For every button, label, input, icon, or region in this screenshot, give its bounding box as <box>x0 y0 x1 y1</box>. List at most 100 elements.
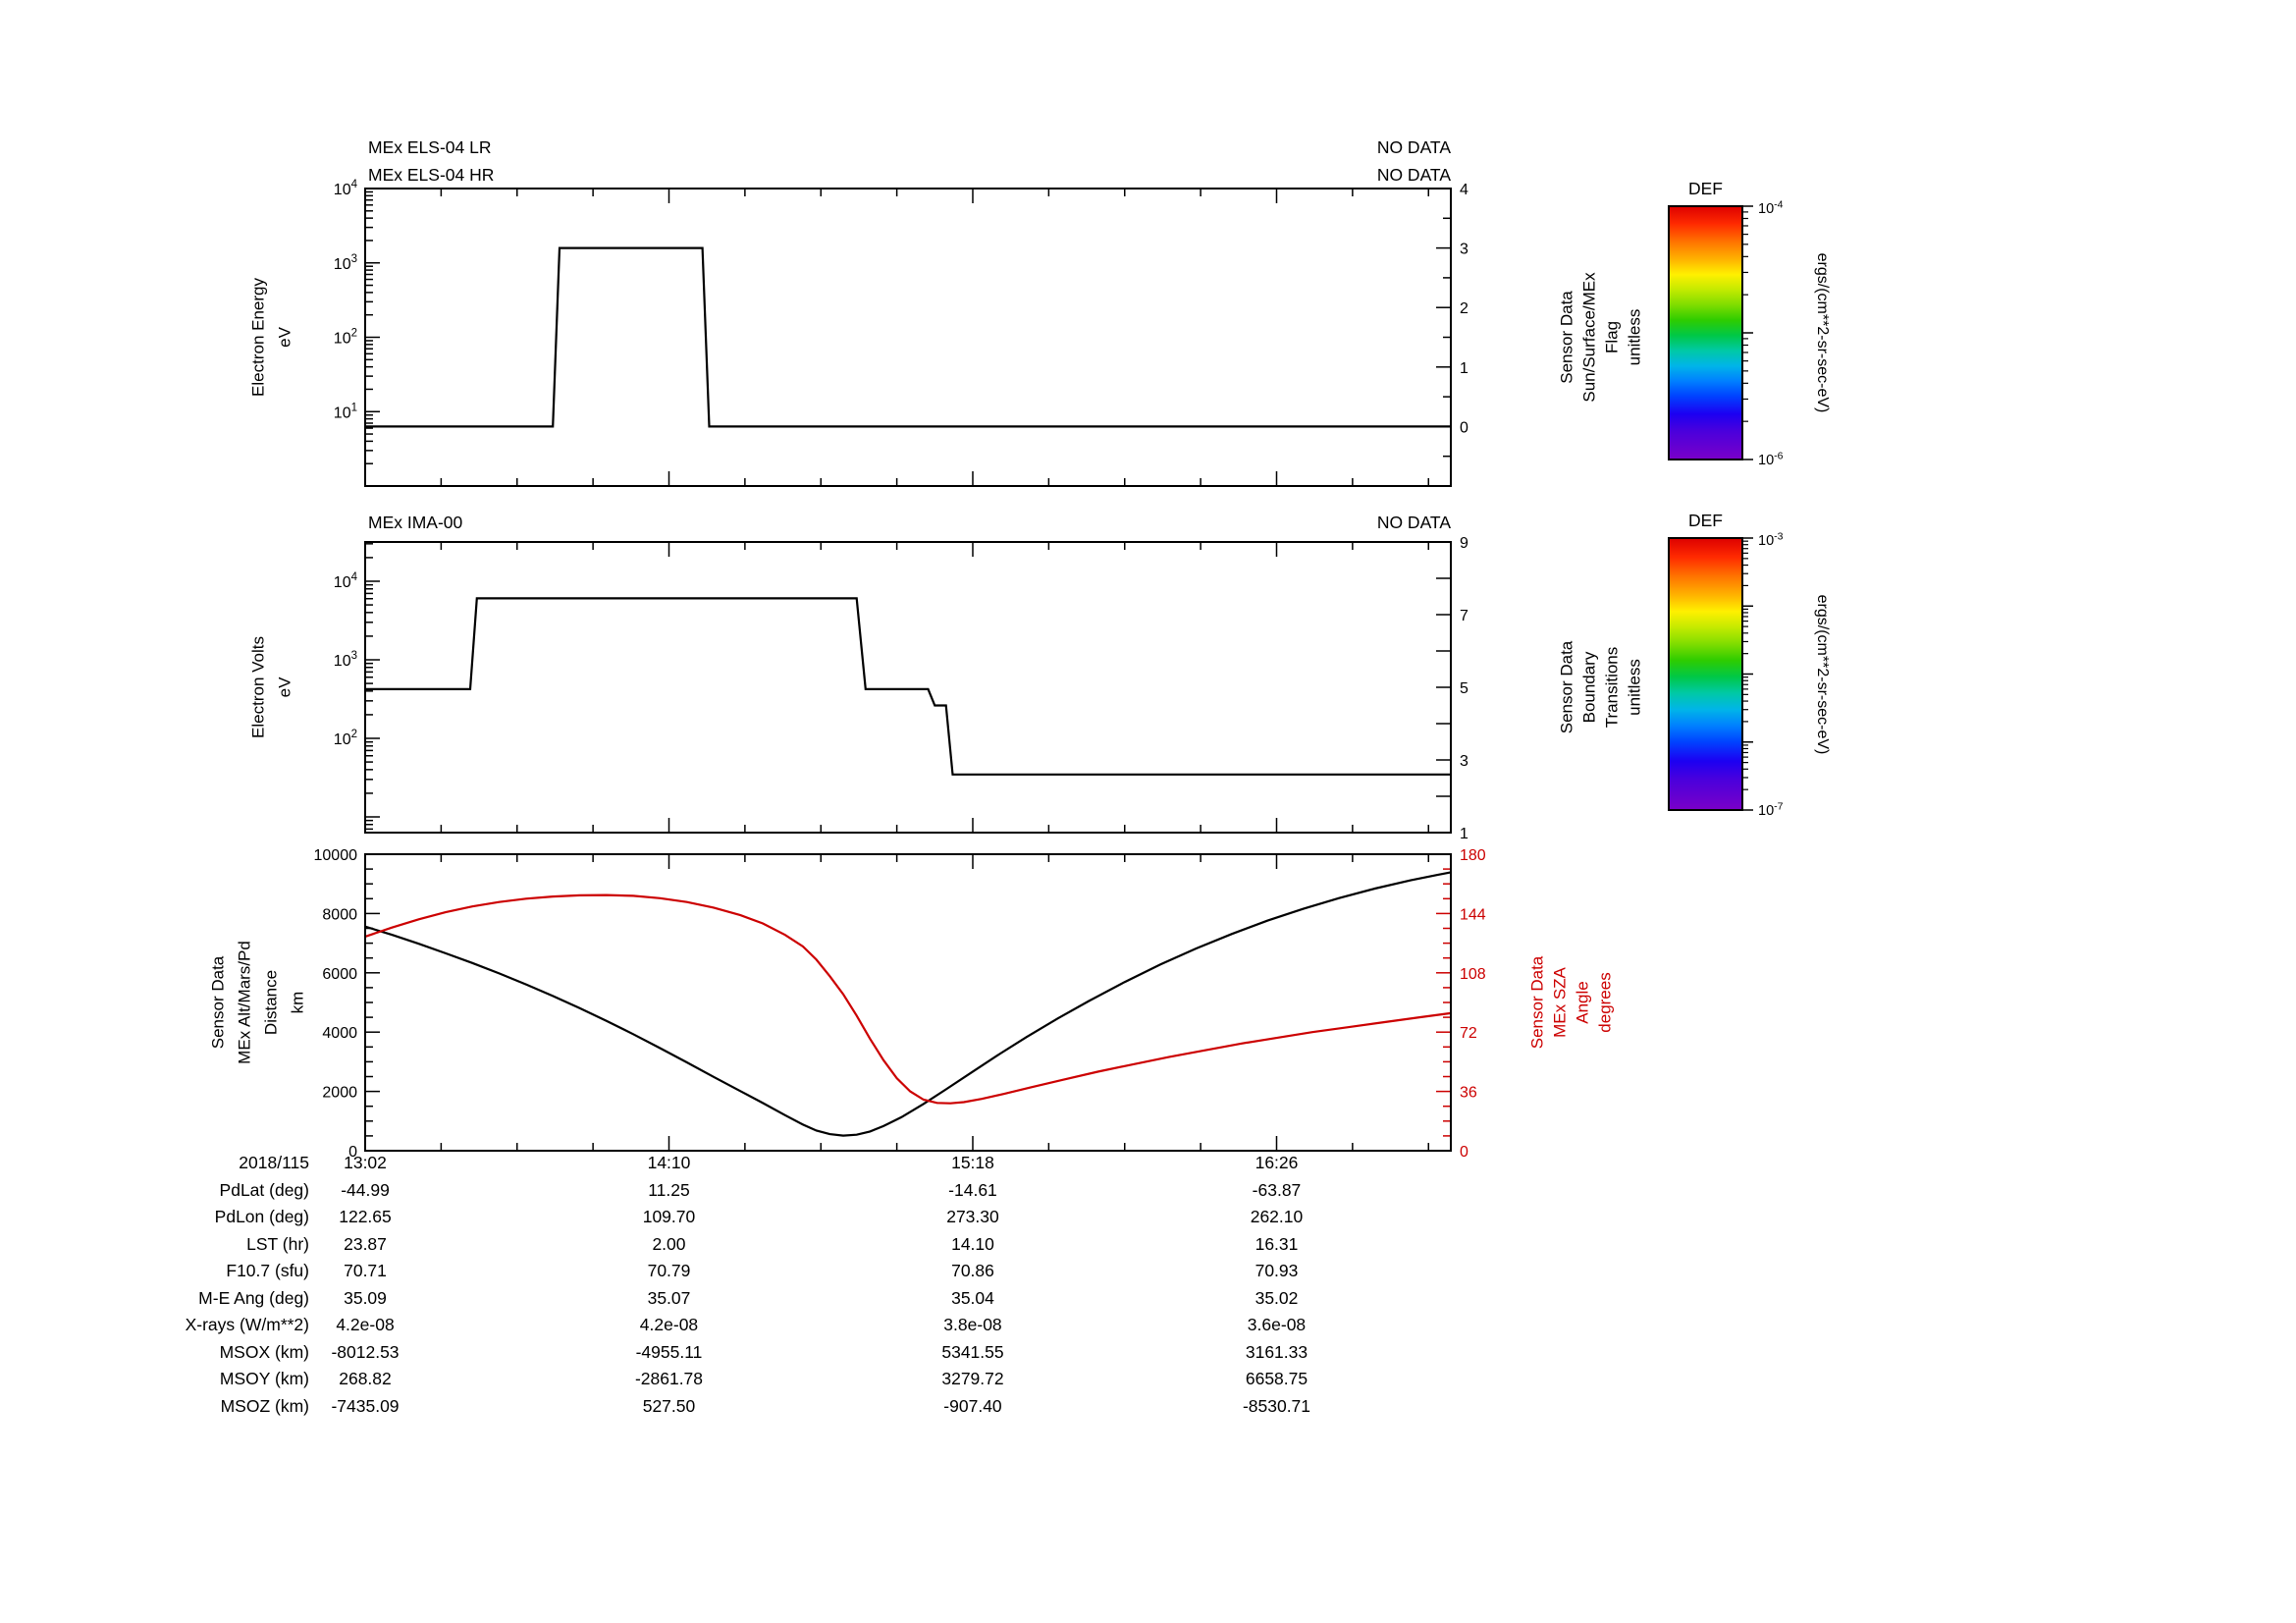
right-tick-label: 7 <box>1460 608 1468 624</box>
panel-frame <box>364 188 1452 487</box>
table-cell: -8012.53 <box>331 1341 400 1362</box>
table-cell: 109.70 <box>642 1207 696 1226</box>
table-cell: 70.93 <box>1255 1261 1299 1280</box>
right-axis-title: Boundary <box>1580 651 1599 723</box>
right-tick-label: 180 <box>1460 847 1486 864</box>
left-tick-label: 4000 <box>322 1025 357 1042</box>
colorbar-0 <box>1668 205 1753 460</box>
table-cell: -907.40 <box>943 1395 1002 1416</box>
table-cell: 35.07 <box>647 1287 691 1308</box>
table-cell: 11.25 <box>648 1179 690 1200</box>
left-tick-label: 10000 <box>314 847 358 864</box>
left-axis-title: Sensor Data <box>209 955 228 1049</box>
panel-ima-boundary: 102 103 104 1 3 5 7 9 Electron Volts eV Sensor Dat… <box>249 535 1644 842</box>
right-axis-title: Sun/Surface/MEx <box>1580 272 1599 403</box>
left-tick-label: 0 <box>348 1144 357 1161</box>
left-tick-label: 101 <box>334 402 357 421</box>
left-axis-title: MEx Alt/Mars/Pd <box>236 941 254 1064</box>
right-axis-title: Sensor Data <box>1528 955 1547 1049</box>
table-cell: 3.6e-08 <box>1247 1315 1307 1334</box>
left-tick-label: 103 <box>334 253 357 273</box>
right-tick-label: 108 <box>1460 966 1486 983</box>
left-axis-title: Electron Energy <box>249 278 268 397</box>
right-tick-label: 3 <box>1460 242 1468 258</box>
right-axis-title: Flag <box>1603 321 1622 353</box>
table-cell: 268.82 <box>339 1369 392 1388</box>
panel1-title-line1: MEx ELS-04 LR <box>368 137 492 157</box>
table-row-label: MSOX (km) <box>219 1341 309 1362</box>
colorbar-title: DEF <box>1688 511 1723 530</box>
panel-alt-sza: 0 2000 4000 6000 8000 10000 0 36 72 108 144 180 Sens… <box>209 847 1615 1161</box>
left-tick-label: 103 <box>334 650 357 670</box>
table-row-label: PdLon (deg) <box>214 1207 309 1226</box>
x-tick-time-label: 13:02 <box>344 1153 387 1172</box>
table-cell: -7435.09 <box>331 1395 400 1416</box>
colorbar-units-label: ergs/(cm**2-sr-sec-eV) <box>1814 252 1831 413</box>
panel-els-flag: 101 102 103 104 0 1 2 3 4 Electron Energy eV Sensor… <box>249 179 1644 487</box>
left-tick-label: 104 <box>334 571 358 591</box>
table-cell: 23.87 <box>344 1233 387 1254</box>
panel2-title: MEx IMA-00 <box>368 513 463 532</box>
panel1-nodata-label-2: NO DATA <box>1376 165 1451 185</box>
right-tick-label: 4 <box>1460 182 1468 198</box>
right-axis-title: degrees <box>1596 972 1615 1032</box>
table-cell: 35.02 <box>1255 1287 1299 1308</box>
panel1-nodata-label-1: NO DATA <box>1376 137 1451 157</box>
colorbar-title: DEF <box>1688 179 1723 198</box>
right-axis-title: Sensor Data <box>1558 291 1576 384</box>
right-axis-title: Transitions <box>1603 647 1622 729</box>
table-date-label: 2018/115 <box>239 1153 309 1172</box>
left-axis-title: eV <box>276 676 294 697</box>
table-cell: -14.61 <box>948 1179 997 1200</box>
right-tick-label: 1 <box>1460 826 1468 842</box>
table-cell: 70.86 <box>951 1261 994 1280</box>
right-tick-label: 5 <box>1460 680 1468 697</box>
right-tick-label: 0 <box>1460 1144 1468 1161</box>
table-cell: -4955.11 <box>635 1341 703 1362</box>
table-cell: 122.65 <box>339 1207 392 1226</box>
left-axis-title: eV <box>276 326 294 347</box>
table-cell: -2861.78 <box>634 1369 704 1388</box>
table-row-label: M-E Ang (deg) <box>198 1287 309 1308</box>
right-tick-label: 2 <box>1460 300 1468 317</box>
table-cell: 2.00 <box>652 1233 686 1254</box>
table-cell: 5341.55 <box>941 1341 1004 1362</box>
x-tick-time-label: 14:10 <box>647 1153 691 1172</box>
table-cell: 3161.33 <box>1245 1341 1308 1362</box>
panel2-nodata-label: NO DATA <box>1376 513 1451 532</box>
table-row-label: MSOZ (km) <box>220 1395 309 1416</box>
table-cell: 35.04 <box>951 1287 994 1308</box>
right-axis-title: Angle <box>1574 981 1592 1023</box>
table-cell: 273.30 <box>946 1207 999 1226</box>
right-tick-label: 0 <box>1460 419 1468 436</box>
panel-frame <box>364 853 1452 1152</box>
series-mex-altitude-km <box>364 871 1452 1137</box>
table-cell: 262.10 <box>1250 1207 1304 1226</box>
right-axis-title: unitless <box>1626 309 1644 366</box>
colorbar-min-label: 10-7 <box>1758 800 1784 820</box>
right-tick-label: 36 <box>1460 1085 1477 1102</box>
left-tick-label: 102 <box>334 328 357 348</box>
right-tick-label: 9 <box>1460 535 1468 552</box>
x-tick-time-label: 15:18 <box>951 1153 994 1172</box>
series-boundary-transitions <box>365 597 1451 776</box>
left-tick-label: 102 <box>334 729 357 748</box>
left-tick-label: 2000 <box>322 1085 357 1102</box>
right-axis-title: unitless <box>1626 659 1644 716</box>
right-tick-label: 144 <box>1460 906 1486 923</box>
table-cell: 70.71 <box>344 1261 387 1280</box>
right-axis-title: Sensor Data <box>1558 640 1576 733</box>
left-tick-label: 6000 <box>322 966 357 983</box>
table-cell: 4.2e-08 <box>639 1315 699 1334</box>
right-tick-label: 3 <box>1460 753 1468 770</box>
right-axis-title: MEx SZA <box>1551 966 1570 1037</box>
table-cell: -63.87 <box>1252 1179 1302 1200</box>
right-tick-label: 1 <box>1460 360 1468 377</box>
colorbar-gradient <box>1668 205 1743 460</box>
colorbar-max-label: 10-3 <box>1758 530 1784 550</box>
series-sun-surface-mex-flag <box>365 246 1451 428</box>
table-cell: -8530.71 <box>1242 1395 1311 1416</box>
table-row-label: PdLat (deg) <box>219 1179 309 1200</box>
x-tick-time-label: 16:26 <box>1255 1153 1299 1172</box>
